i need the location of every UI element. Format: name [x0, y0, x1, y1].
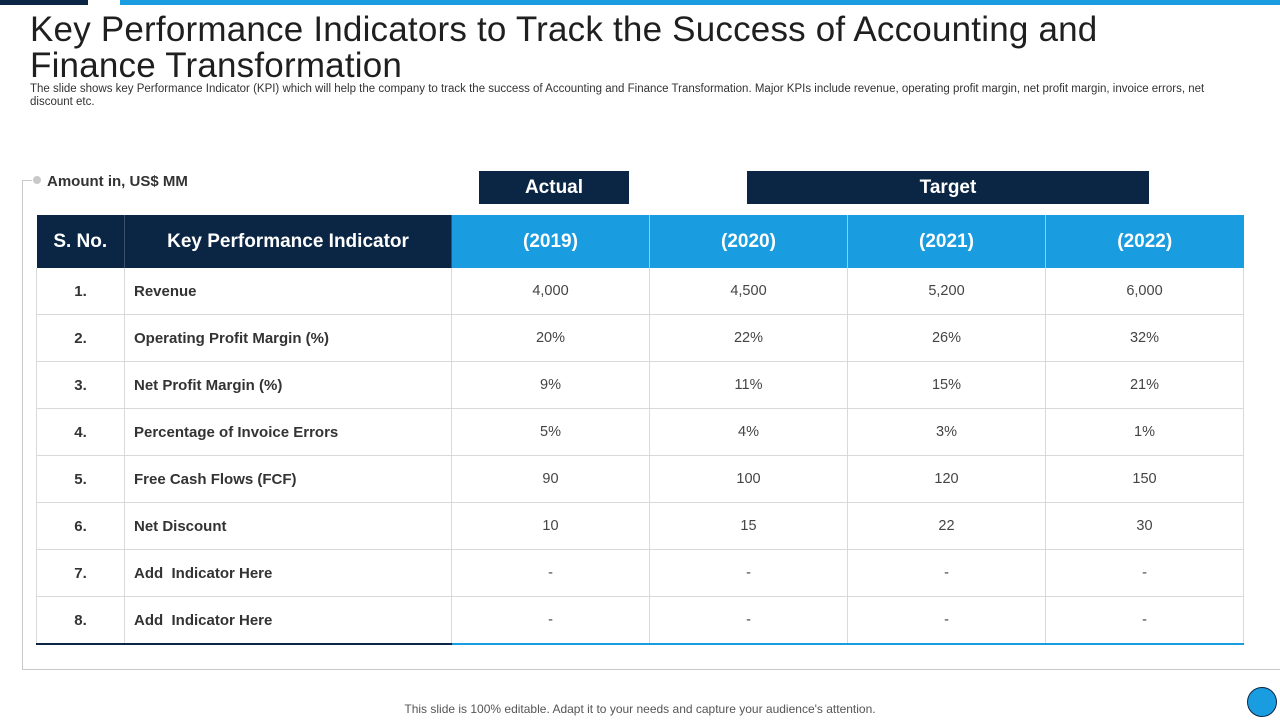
header-year-2019: (2019) [451, 215, 650, 268]
value-2021: 22 [847, 502, 1046, 550]
value-2022: - [1045, 549, 1244, 597]
value-2019: 20% [451, 314, 650, 362]
row-number: 1. [36, 268, 125, 315]
kpi-name: Revenue [124, 268, 452, 315]
target-group-label: Target [747, 171, 1149, 204]
kpi-name: Net Profit Margin (%) [124, 361, 452, 409]
value-2021: 3% [847, 408, 1046, 456]
value-2020: 4% [649, 408, 848, 456]
value-2020: 15 [649, 502, 848, 550]
value-2020: 22% [649, 314, 848, 362]
value-2021: 120 [847, 455, 1046, 503]
header-sno: S. No. [36, 215, 125, 268]
kpi-name: Add Indicator Here [124, 596, 452, 645]
row-number: 3. [36, 361, 125, 409]
kpi-name: Net Discount [124, 502, 452, 550]
table-row: 3. Net Profit Margin (%) 9% 11% 15% 21% [36, 361, 1244, 409]
kpi-table: S. No. Key Performance Indicator (2019) … [36, 215, 1244, 645]
value-2021: 15% [847, 361, 1046, 409]
table-frame [22, 180, 1280, 670]
value-2022: 32% [1045, 314, 1244, 362]
value-2022: - [1045, 596, 1244, 645]
value-2022: 30 [1045, 502, 1244, 550]
value-2019: 4,000 [451, 268, 650, 315]
value-2021: - [847, 596, 1046, 645]
value-2022: 1% [1045, 408, 1244, 456]
row-number: 7. [36, 549, 125, 597]
value-2020: - [649, 549, 848, 597]
table-row: 1. Revenue 4,000 4,500 5,200 6,000 [36, 268, 1244, 315]
value-2021: 26% [847, 314, 1046, 362]
header-kpi: Key Performance Indicator [124, 215, 452, 268]
header-year-2022: (2022) [1045, 215, 1244, 268]
value-2020: 100 [649, 455, 848, 503]
table-row: 4. Percentage of Invoice Errors 5% 4% 3%… [36, 408, 1244, 456]
table-row: 5. Free Cash Flows (FCF) 90 100 120 150 [36, 455, 1244, 503]
table-row: 6. Net Discount 10 15 22 30 [36, 502, 1244, 550]
actual-group-label: Actual [479, 171, 629, 204]
table-row: 2. Operating Profit Margin (%) 20% 22% 2… [36, 314, 1244, 362]
slide-title: Key Performance Indicators to Track the … [30, 10, 1098, 85]
amount-unit-label: Amount in, US$ MM [47, 173, 188, 190]
value-2022: 21% [1045, 361, 1244, 409]
top-accent-bar-dark [0, 0, 88, 5]
slide-subtitle: The slide shows key Performance Indicato… [30, 83, 1205, 108]
frame-dot-icon [33, 176, 41, 184]
value-2020: - [649, 596, 848, 645]
row-number: 4. [36, 408, 125, 456]
row-number: 8. [36, 596, 125, 645]
value-2019: - [451, 549, 650, 597]
kpi-name: Operating Profit Margin (%) [124, 314, 452, 362]
header-year-2021: (2021) [847, 215, 1046, 268]
value-2019: 90 [451, 455, 650, 503]
value-2020: 11% [649, 361, 848, 409]
header-year-2020: (2020) [649, 215, 848, 268]
table-header-row: S. No. Key Performance Indicator (2019) … [36, 215, 1244, 268]
kpi-name: Add Indicator Here [124, 549, 452, 597]
value-2019: 9% [451, 361, 650, 409]
value-2021: 5,200 [847, 268, 1046, 315]
value-2021: - [847, 549, 1046, 597]
row-number: 2. [36, 314, 125, 362]
frame-tick [22, 180, 32, 181]
top-accent-bar-blue [120, 0, 1280, 5]
kpi-name: Free Cash Flows (FCF) [124, 455, 452, 503]
kpi-name: Percentage of Invoice Errors [124, 408, 452, 456]
footer-note: This slide is 100% editable. Adapt it to… [404, 702, 876, 716]
value-2019: 10 [451, 502, 650, 550]
table-row: 7. Add Indicator Here - - - - [36, 549, 1244, 597]
table-row: 8. Add Indicator Here - - - - [36, 596, 1244, 645]
value-2022: 6,000 [1045, 268, 1244, 315]
value-2022: 150 [1045, 455, 1244, 503]
row-number: 5. [36, 455, 125, 503]
value-2020: 4,500 [649, 268, 848, 315]
corner-circle-icon [1247, 687, 1277, 717]
row-number: 6. [36, 502, 125, 550]
value-2019: 5% [451, 408, 650, 456]
value-2019: - [451, 596, 650, 645]
